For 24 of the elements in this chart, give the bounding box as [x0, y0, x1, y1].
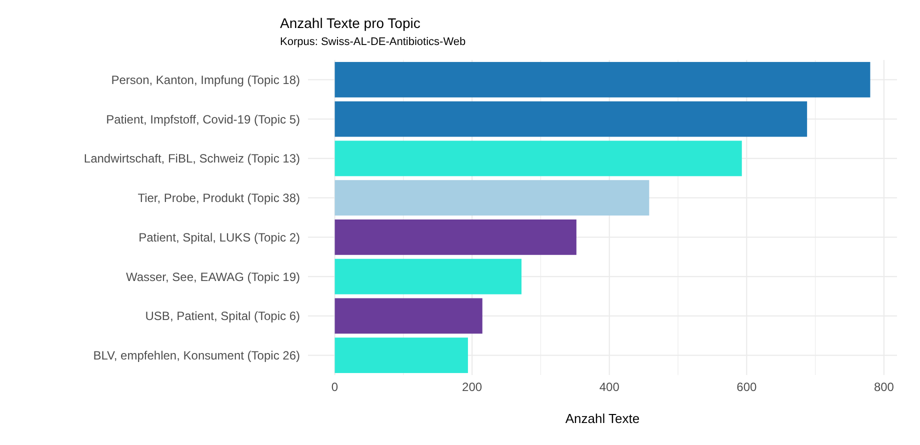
bar	[334, 298, 482, 334]
chart-title: Anzahl Texte pro Topic	[280, 15, 420, 31]
y-tick-label: Patient, Spital, LUKS (Topic 2)	[138, 230, 300, 244]
x-tick-label: 800	[874, 380, 894, 394]
x-tick-label: 600	[736, 380, 757, 394]
y-tick-label: Tier, Probe, Produkt (Topic 38)	[138, 191, 300, 206]
x-tick-label: 200	[462, 380, 482, 394]
x-tick-label: 400	[599, 380, 620, 394]
bar	[334, 140, 742, 176]
x-tick-label: 0	[331, 380, 338, 394]
bar	[334, 258, 522, 294]
x-axis-title: Anzahl Texte	[565, 411, 640, 426]
y-tick-label: USB, Patient, Spital (Topic 6)	[145, 309, 300, 324]
bar	[334, 62, 870, 98]
chart-subtitle: Korpus: Swiss-AL-DE-Antibiotics-Web	[280, 36, 466, 48]
y-tick-label: Person, Kanton, Impfung (Topic 18)	[111, 72, 300, 87]
bar	[334, 338, 468, 374]
y-tick-label: BLV, empfehlen, Konsument (Topic 26)	[93, 348, 300, 363]
y-tick-label: Wasser, See, EAWAG (Topic 19)	[126, 270, 300, 284]
bar	[334, 101, 808, 137]
y-tick-label: Landwirtschaft, FiBL, Schweiz (Topic 13)	[84, 152, 300, 166]
y-tick-label: Patient, Impfstoff, Covid-19 (Topic 5)	[106, 112, 300, 126]
bar	[334, 219, 576, 255]
bar	[334, 180, 650, 216]
